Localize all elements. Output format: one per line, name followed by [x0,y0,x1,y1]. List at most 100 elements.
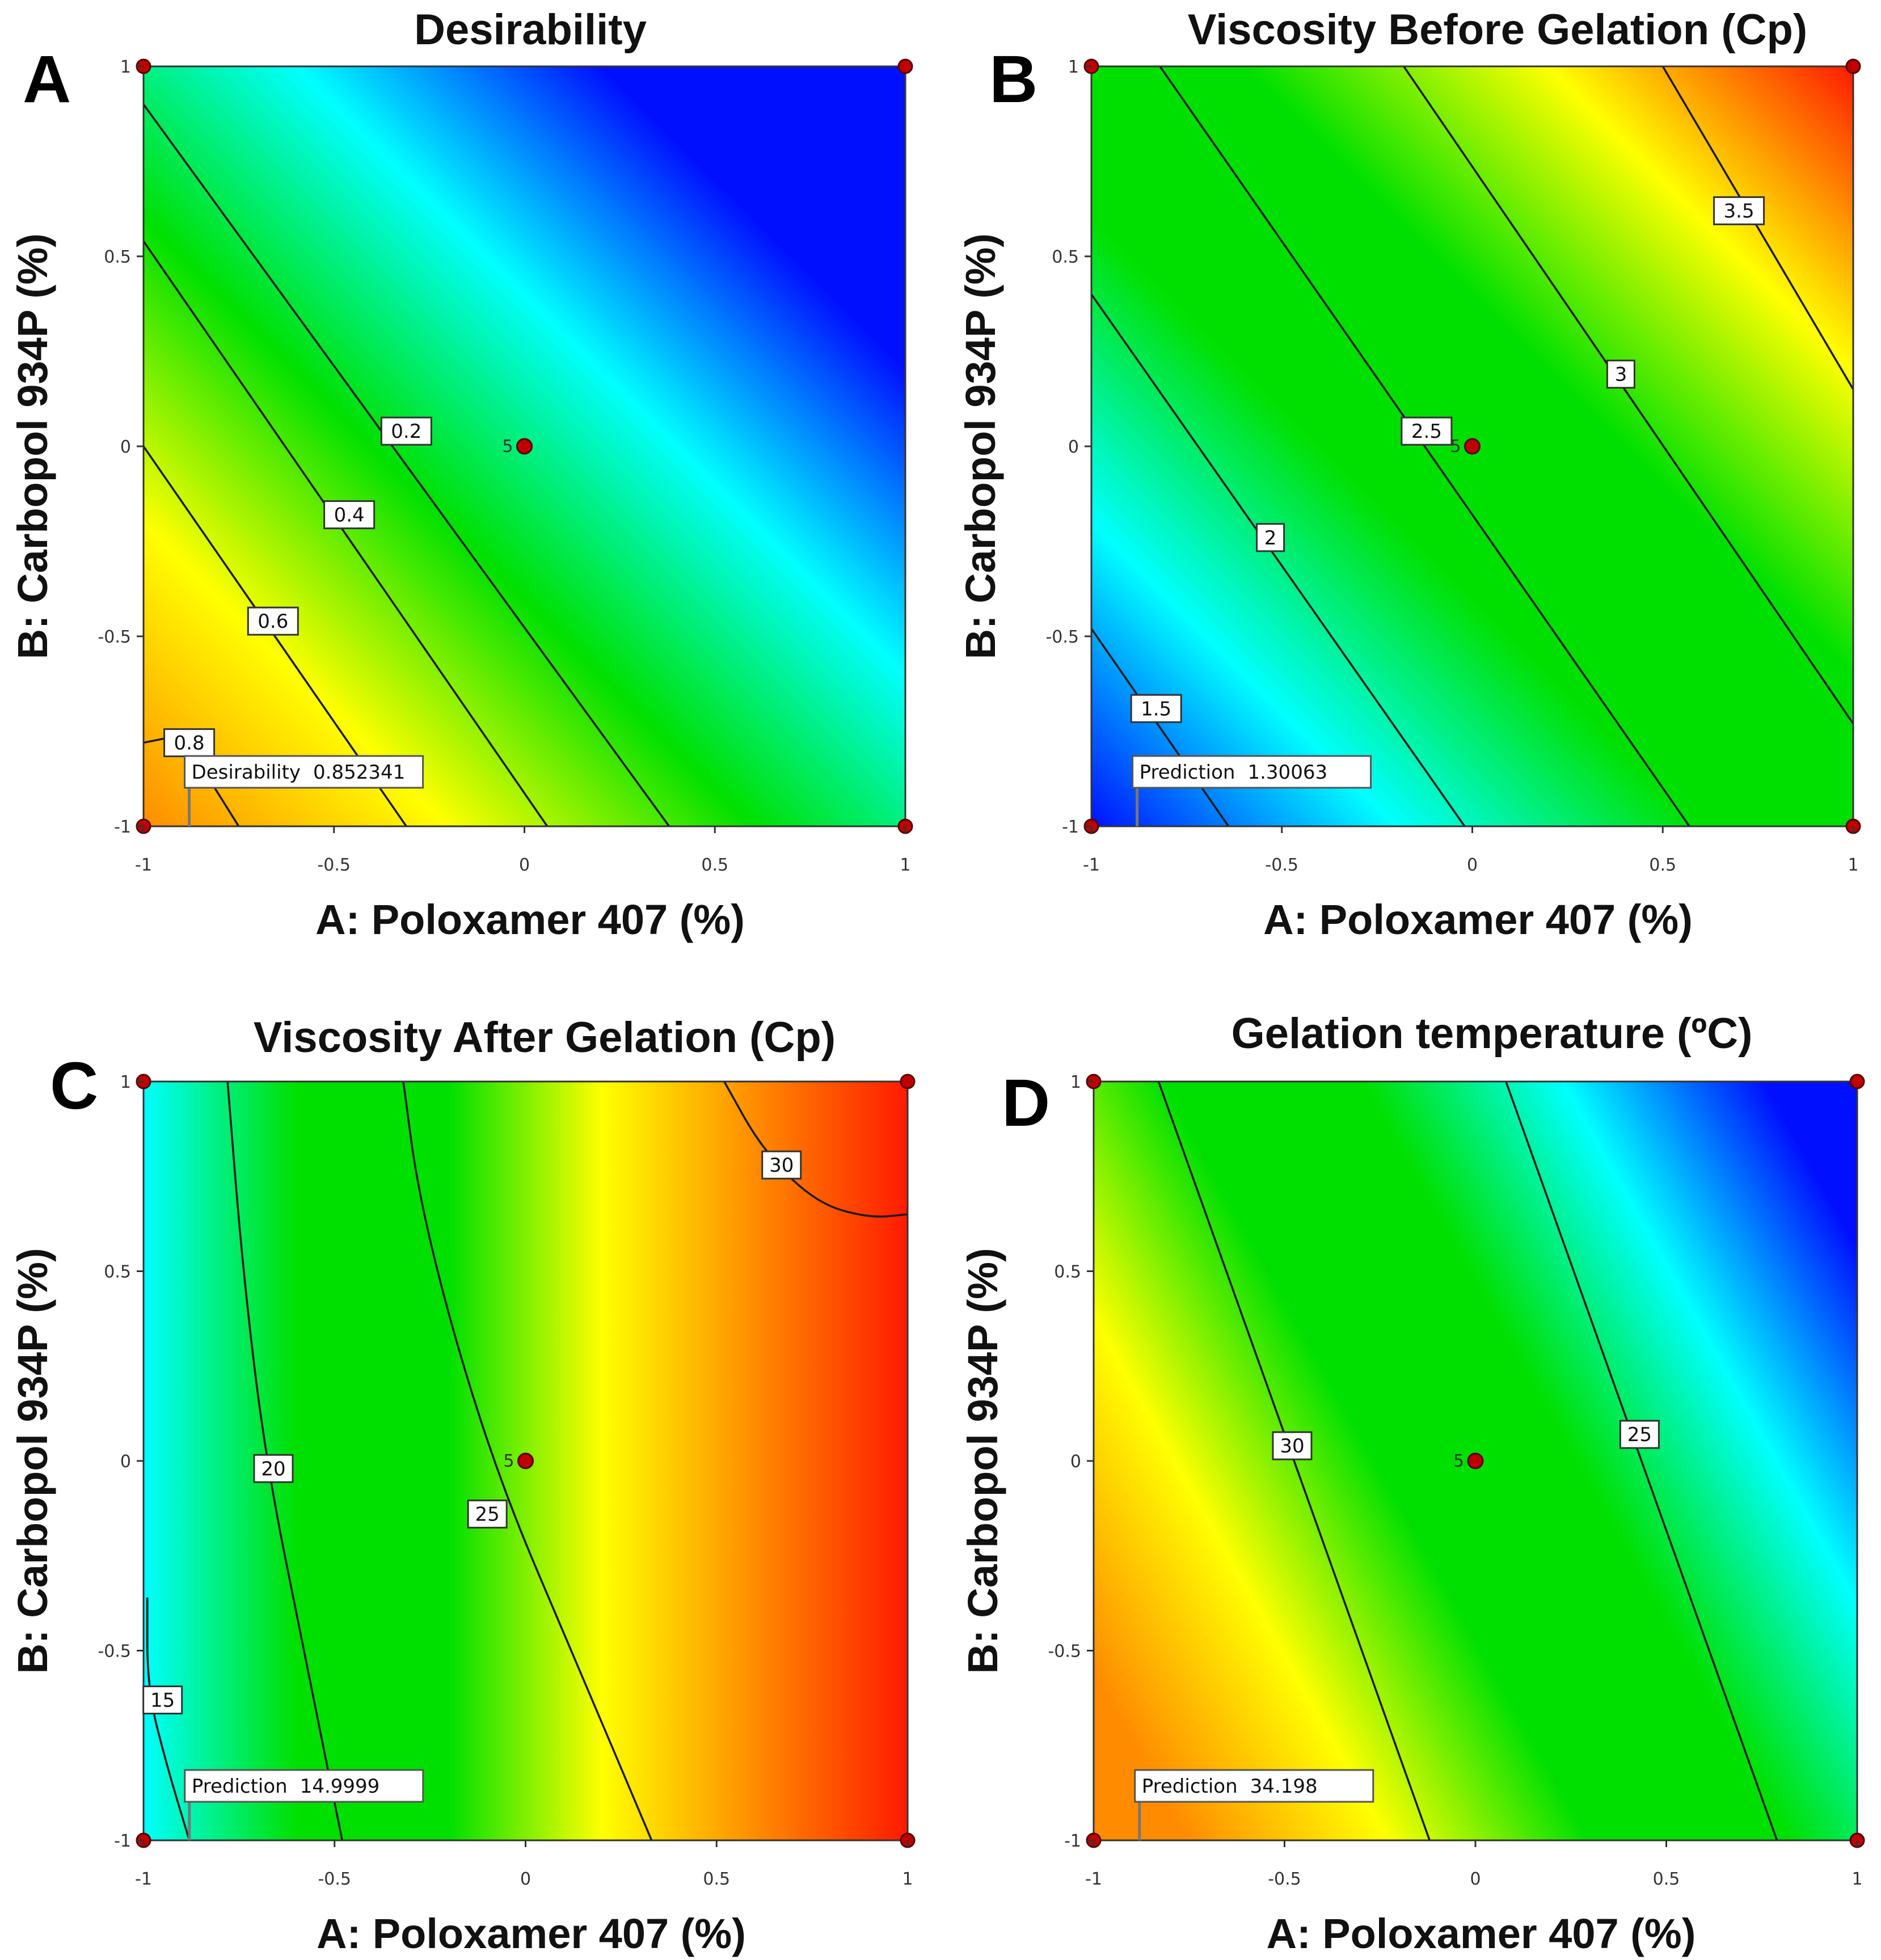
x-tick-label: -0.5 [317,855,351,875]
annotation-text: Prediction 1.30063 [1140,761,1328,784]
contour-label-text: 2.5 [1411,420,1442,443]
x-tick-label: 0.5 [1649,855,1676,875]
panel-letter: B [989,42,1037,117]
x-axis-label: A: Poloxamer 407 (%) [1267,1910,1696,1957]
contour-label: 3.5 [1713,196,1765,226]
contour-line-1.5 [1091,628,1230,826]
center-point-count: 5 [503,1451,514,1471]
center-point-count: 5 [1453,1451,1464,1471]
center-point-count: 5 [1450,437,1461,457]
contour-line-0.4 [144,240,549,826]
contour-line-2 [1091,293,1466,826]
contour-label-text: 30 [769,1154,794,1177]
contour-line-30 [1157,1082,1431,1840]
contour-label: 25 [1619,1420,1660,1449]
contour-label: 0.4 [323,500,376,530]
x-tick-label: -1 [135,1869,152,1889]
design-point [897,58,913,74]
panel-title: Viscosity Before Gelation (Cp) [1188,6,1807,54]
x-tick-label: 0 [1467,855,1478,875]
x-tick-label: 1 [1848,855,1858,875]
panel-D: 30 25 5 Prediction 34.198 -1 -0.5 0 0.5 1 -1 -0.5 0 0… [959,1009,1865,1957]
contour-label: 25 [467,1499,508,1529]
prediction-annotation: Desirability 0.852341 [184,755,424,789]
contour-label-box [380,416,432,446]
contour-label: 0.6 [247,606,299,636]
annotation-box [184,1769,424,1803]
x-tick-label: 0.5 [1653,1869,1680,1889]
contour-label: 1.5 [1130,694,1182,723]
panel-title: Desirability [414,6,647,54]
contour-label-box [247,606,299,636]
design-point [1845,58,1861,74]
y-tick-label: 1 [1070,1072,1081,1092]
contour-label-text: 2 [1264,527,1277,550]
contour-line-0.2 [144,103,670,826]
y-tick-label: -0.5 [98,1642,131,1662]
y-axis-label: B: Carbopol 934P (%) [959,1248,1006,1674]
x-tick-label: 0.5 [703,1869,730,1889]
center-design-point [516,438,533,455]
annotation-value: 34.198 [1250,1775,1318,1798]
y-tick-label: 0.5 [104,247,131,267]
contour-lines [1157,1082,1778,1840]
y-axis-label: B: Carbopol 934P (%) [957,233,1004,659]
contour-label-text: 25 [1627,1423,1652,1446]
y-tick-label: 0 [120,1452,131,1472]
contour-line-25 [402,1082,653,1840]
panel-title: Gelation temperature (ºC) [1231,1009,1753,1058]
panel-B: 1.5 2 2.5 3 3.5 5 Prediction 1.30063 -1 -0.5 0 0.5 1… [957,6,1861,943]
panel-letter: A [23,42,71,117]
x-tick-label: 0.5 [701,855,728,875]
contour-label: 2 [1256,523,1285,552]
panel-letter: C [50,1049,98,1123]
x-axis-label: A: Poloxamer 407 (%) [315,896,745,943]
x-tick-label: 1 [900,855,910,875]
contour-label-text: 0.8 [174,732,205,755]
prediction-annotation: Prediction 14.9999 [184,1769,424,1803]
contour-label-box [467,1499,508,1529]
x-tick-label: -1 [1085,1869,1102,1889]
y-tick-label: -1 [114,817,131,837]
design-point [1849,1074,1865,1089]
x-tick-label: 0 [519,855,530,875]
annotation-value: 1.30063 [1247,761,1327,784]
contour-label: 15 [142,1685,183,1714]
contour-label-text: 1.5 [1141,698,1171,720]
x-tick-label: 0 [520,1869,531,1889]
x-tick-label: -0.5 [1265,855,1298,875]
contour-label: 0.8 [163,728,216,758]
y-tick-label: 0 [1068,437,1079,457]
prediction-annotation: Prediction 34.198 [1134,1769,1374,1803]
y-axis-label: B: Carbopol 934P (%) [9,1248,56,1674]
y-tick-label: 1 [120,1072,131,1092]
y-axis-label: B: Carbopol 934P (%) [9,233,56,659]
annotation-value: 14.9999 [300,1775,380,1798]
contour-label-text: 20 [261,1458,285,1480]
contour-line-3 [1403,66,1853,725]
contour-line-3.5 [1661,66,1853,390]
contour-label: 0.2 [380,416,432,446]
x-tick-label: -0.5 [318,1869,351,1889]
contour-lines [1091,66,1853,826]
y-tick-label: -0.5 [1045,627,1079,647]
y-tick-label: -0.5 [98,627,131,647]
contour-label-box [163,728,216,758]
y-tick-label: 1 [120,57,131,77]
panel-title: Viscosity After Gelation (Cp) [254,1013,836,1062]
annotation-box [184,755,424,789]
contour-label-text: 0.4 [334,504,365,527]
contour-label-box [323,500,376,530]
y-tick-label: 0.5 [104,1262,131,1282]
contour-label-box [142,1685,183,1714]
center-design-point [1464,438,1481,455]
contour-label-text: 30 [1280,1435,1304,1458]
contour-line-20 [226,1082,343,1840]
contour-label-text: 15 [150,1689,175,1712]
y-tick-label: 0.5 [1052,247,1079,267]
contour-label-text: 3 [1615,364,1627,386]
annotation-box [1134,1769,1374,1803]
y-tick-label: -1 [1064,1831,1081,1851]
contour-line-2.5 [1159,66,1690,826]
